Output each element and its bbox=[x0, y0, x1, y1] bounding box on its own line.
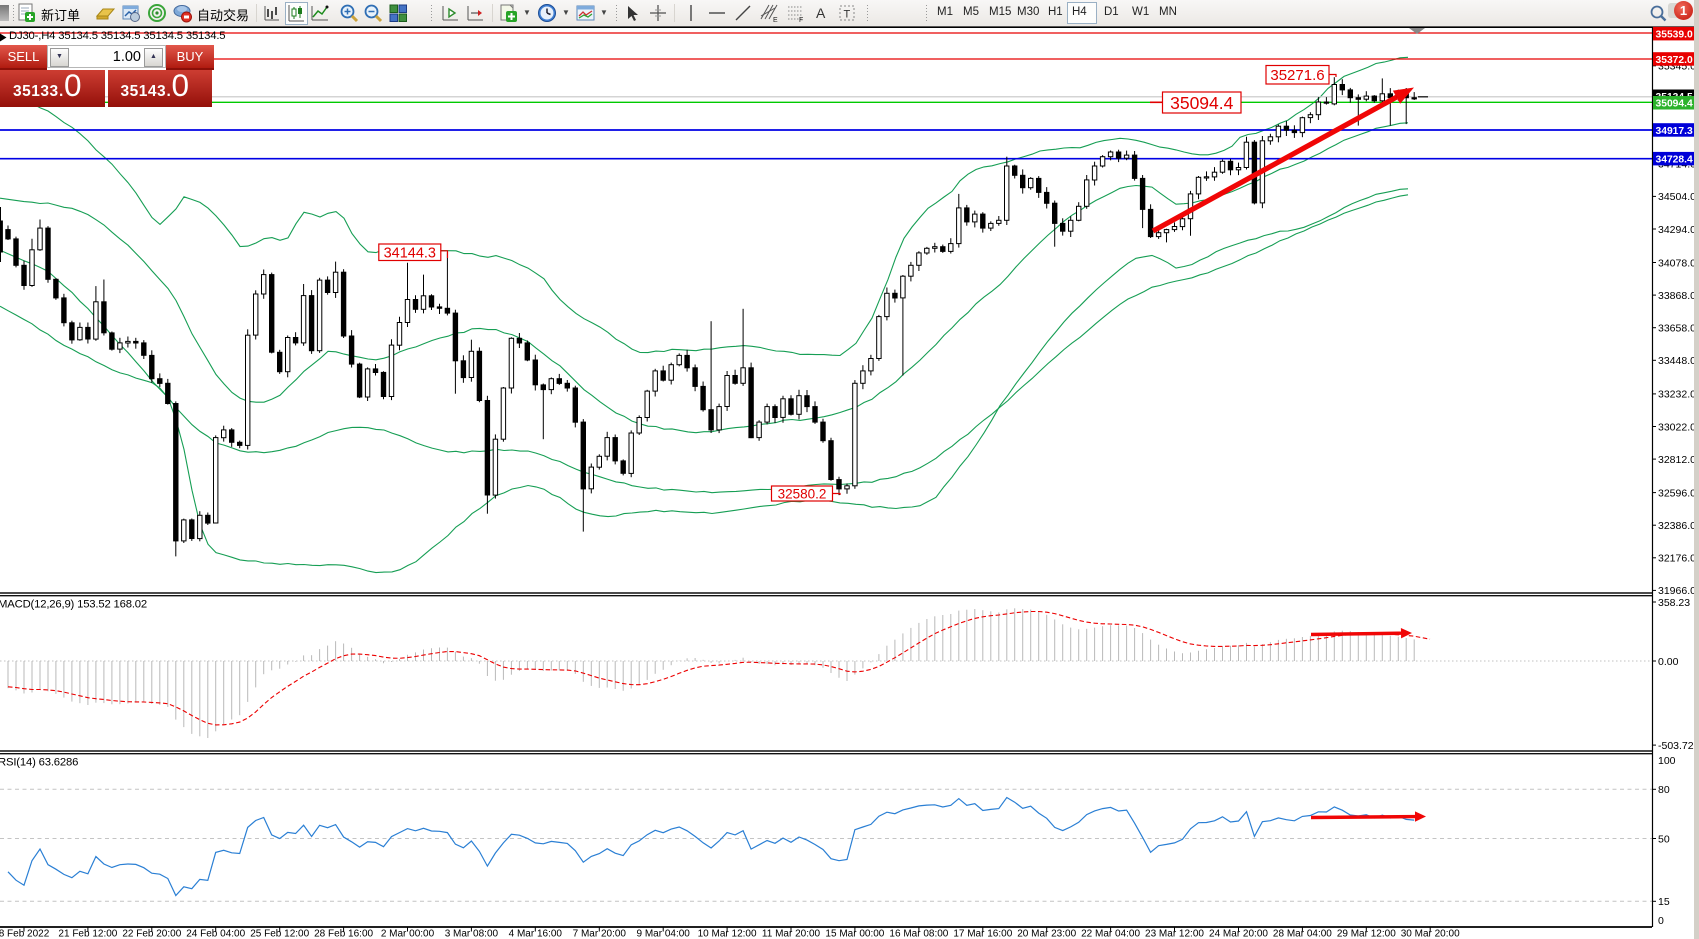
svg-text:32386.0: 32386.0 bbox=[1658, 520, 1696, 532]
svg-text:8 Feb 2022: 8 Feb 2022 bbox=[0, 929, 50, 939]
svg-text:15 Mar 00:00: 15 Mar 00:00 bbox=[825, 929, 884, 939]
svg-text:7 Mar 20:00: 7 Mar 20:00 bbox=[573, 929, 627, 939]
svg-text:34504.0: 34504.0 bbox=[1658, 191, 1696, 203]
svg-text:21 Feb 12:00: 21 Feb 12:00 bbox=[58, 929, 117, 939]
svg-text:33448.0: 33448.0 bbox=[1658, 355, 1696, 367]
svg-text:23 Mar 12:00: 23 Mar 12:00 bbox=[1145, 929, 1204, 939]
svg-text:11 Mar 20:00: 11 Mar 20:00 bbox=[762, 929, 821, 939]
svg-text:35372.0: 35372.0 bbox=[1656, 55, 1693, 66]
svg-text:100: 100 bbox=[1658, 755, 1676, 767]
svg-text:28 Mar 04:00: 28 Mar 04:00 bbox=[1273, 929, 1332, 939]
svg-text:33232.0: 33232.0 bbox=[1658, 389, 1696, 401]
svg-text:-503.72: -503.72 bbox=[1658, 740, 1694, 752]
svg-text:358.23: 358.23 bbox=[1658, 597, 1690, 609]
svg-text:33022.0: 33022.0 bbox=[1658, 421, 1696, 433]
svg-text:17 Mar 16:00: 17 Mar 16:00 bbox=[953, 929, 1012, 939]
svg-text:0: 0 bbox=[1658, 915, 1664, 927]
svg-text:9 Mar 04:00: 9 Mar 04:00 bbox=[637, 929, 691, 939]
svg-text:DJ30-,H4 35134.5 35134.5 3513: DJ30-,H4 35134.5 35134.5 35134.5 35134.5 bbox=[9, 30, 225, 42]
svg-text:4 Mar 16:00: 4 Mar 16:00 bbox=[509, 929, 563, 939]
svg-text:35539.0: 35539.0 bbox=[1656, 29, 1693, 40]
svg-text:32812.0: 32812.0 bbox=[1658, 454, 1696, 466]
svg-text:80: 80 bbox=[1658, 784, 1670, 796]
svg-text:30 Mar 20:00: 30 Mar 20:00 bbox=[1401, 929, 1460, 939]
svg-text:29 Mar 12:00: 29 Mar 12:00 bbox=[1337, 929, 1396, 939]
svg-text:2 Mar 00:00: 2 Mar 00:00 bbox=[381, 929, 435, 939]
svg-text:24 Mar 20:00: 24 Mar 20:00 bbox=[1209, 929, 1268, 939]
svg-text:34917.3: 34917.3 bbox=[1656, 126, 1693, 137]
svg-text:RSI(14) 63.6286: RSI(14) 63.6286 bbox=[0, 757, 78, 769]
svg-text:10 Mar 12:00: 10 Mar 12:00 bbox=[698, 929, 757, 939]
svg-text:34144.3: 34144.3 bbox=[384, 245, 436, 261]
svg-text:20 Mar 23:00: 20 Mar 23:00 bbox=[1017, 929, 1076, 939]
svg-text:15: 15 bbox=[1658, 896, 1670, 908]
svg-text:25 Feb 12:00: 25 Feb 12:00 bbox=[250, 929, 309, 939]
svg-text:3 Mar 08:00: 3 Mar 08:00 bbox=[445, 929, 499, 939]
svg-text:50: 50 bbox=[1658, 833, 1670, 845]
svg-text:MACD(12,26,9) 153.52 168.02: MACD(12,26,9) 153.52 168.02 bbox=[0, 599, 147, 611]
svg-text:22 Feb 20:00: 22 Feb 20:00 bbox=[122, 929, 181, 939]
svg-text:34294.0: 34294.0 bbox=[1658, 224, 1696, 236]
svg-text:F: F bbox=[799, 17, 803, 24]
svg-text:16 Mar 08:00: 16 Mar 08:00 bbox=[889, 929, 948, 939]
svg-text:0.00: 0.00 bbox=[1658, 656, 1679, 668]
svg-text:34078.0: 34078.0 bbox=[1658, 257, 1696, 269]
svg-text:32580.2: 32580.2 bbox=[778, 486, 827, 501]
svg-text:33658.0: 33658.0 bbox=[1658, 323, 1696, 335]
svg-text:E: E bbox=[773, 17, 778, 24]
svg-text:31966.0: 31966.0 bbox=[1658, 585, 1696, 597]
svg-text:35094.4: 35094.4 bbox=[1170, 93, 1234, 113]
svg-text:28 Feb 16:00: 28 Feb 16:00 bbox=[314, 929, 373, 939]
svg-text:A: A bbox=[816, 5, 826, 21]
svg-text:24 Feb 04:00: 24 Feb 04:00 bbox=[186, 929, 245, 939]
svg-text:35271.6: 35271.6 bbox=[1270, 67, 1324, 84]
svg-text:35094.4: 35094.4 bbox=[1656, 99, 1693, 110]
svg-text:22 Mar 04:00: 22 Mar 04:00 bbox=[1081, 929, 1140, 939]
svg-text:T: T bbox=[844, 9, 851, 21]
svg-text:32176.0: 32176.0 bbox=[1658, 553, 1696, 565]
svg-text:32596.0: 32596.0 bbox=[1658, 487, 1696, 499]
svg-text:34728.4: 34728.4 bbox=[1656, 155, 1693, 166]
svg-text:33868.0: 33868.0 bbox=[1658, 290, 1696, 302]
